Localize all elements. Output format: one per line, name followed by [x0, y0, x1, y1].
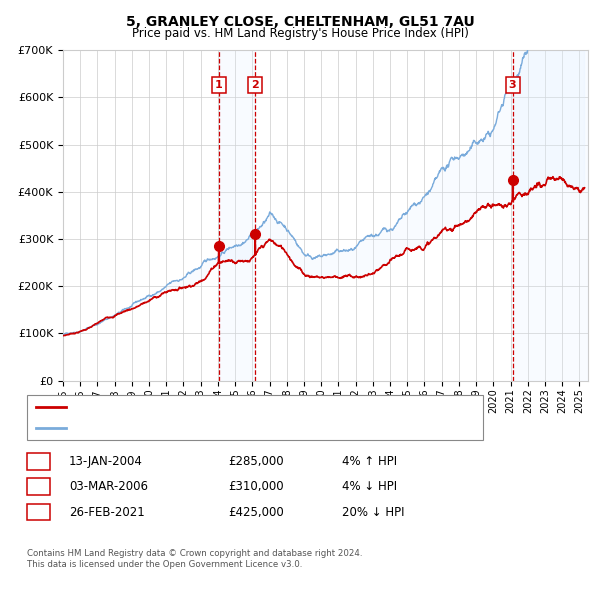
Text: £425,000: £425,000	[228, 506, 284, 519]
Text: 5, GRANLEY CLOSE, CHELTENHAM, GL51 7AU (detached house): 5, GRANLEY CLOSE, CHELTENHAM, GL51 7AU (…	[72, 402, 401, 412]
Bar	[218, 50, 255, 381]
Text: 13-JAN-2004: 13-JAN-2004	[69, 455, 143, 468]
Text: 20% ↓ HPI: 20% ↓ HPI	[342, 506, 404, 519]
Text: HPI: Average price, detached house, Cheltenham: HPI: Average price, detached house, Chel…	[72, 423, 329, 433]
Bar	[512, 50, 588, 381]
Text: 1: 1	[215, 80, 223, 90]
Text: 3: 3	[34, 506, 43, 519]
Text: 2: 2	[251, 80, 259, 90]
Text: 2: 2	[34, 480, 43, 493]
Text: 4% ↑ HPI: 4% ↑ HPI	[342, 455, 397, 468]
Text: £285,000: £285,000	[228, 455, 284, 468]
Text: Price paid vs. HM Land Registry's House Price Index (HPI): Price paid vs. HM Land Registry's House …	[131, 27, 469, 40]
Text: 03-MAR-2006: 03-MAR-2006	[69, 480, 148, 493]
Text: Contains HM Land Registry data © Crown copyright and database right 2024.: Contains HM Land Registry data © Crown c…	[27, 549, 362, 558]
Text: 1: 1	[34, 455, 43, 468]
Text: 4% ↓ HPI: 4% ↓ HPI	[342, 480, 397, 493]
Text: 26-FEB-2021: 26-FEB-2021	[69, 506, 145, 519]
Text: 5, GRANLEY CLOSE, CHELTENHAM, GL51 7AU: 5, GRANLEY CLOSE, CHELTENHAM, GL51 7AU	[125, 15, 475, 30]
Text: This data is licensed under the Open Government Licence v3.0.: This data is licensed under the Open Gov…	[27, 560, 302, 569]
Text: £310,000: £310,000	[228, 480, 284, 493]
Text: 3: 3	[509, 80, 517, 90]
